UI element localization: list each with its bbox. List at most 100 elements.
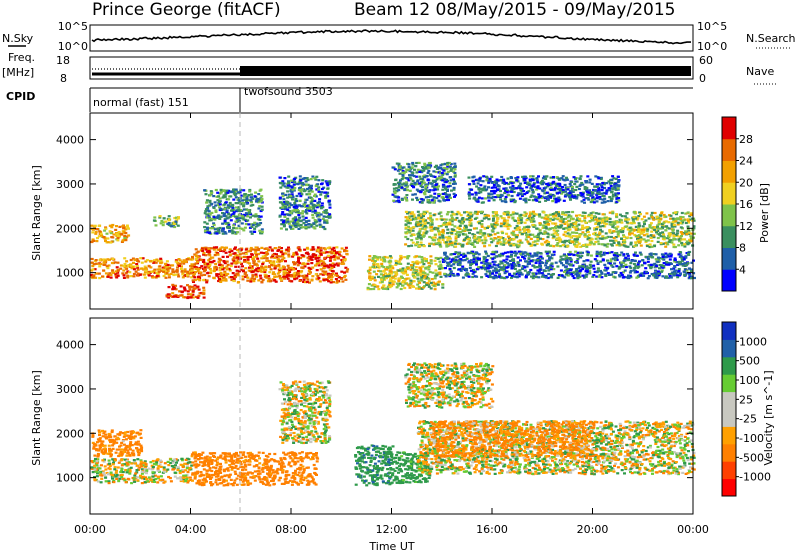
power-cell xyxy=(583,214,587,218)
power-cell xyxy=(680,211,684,215)
power-cell xyxy=(210,256,213,259)
power-cell xyxy=(682,231,686,235)
power-cell xyxy=(469,219,473,222)
power-cell xyxy=(273,267,277,270)
power-cell xyxy=(598,217,602,220)
power-cell xyxy=(242,204,246,207)
power-cell xyxy=(283,185,287,188)
power-cell xyxy=(129,275,133,278)
power-cell xyxy=(427,217,431,220)
power-cell xyxy=(300,188,304,191)
power-cell xyxy=(220,279,224,282)
power-cell xyxy=(438,260,442,263)
power-cell xyxy=(597,275,601,278)
power-cell xyxy=(224,232,228,235)
power-cell xyxy=(650,216,654,219)
power-cell xyxy=(93,224,97,227)
power-cell xyxy=(480,219,484,222)
power-cell xyxy=(174,222,178,226)
power-cell xyxy=(461,217,465,220)
power-cell xyxy=(523,221,527,224)
power-cell xyxy=(119,267,123,270)
power-cell xyxy=(433,259,437,262)
power-cell xyxy=(237,251,241,254)
power-cell xyxy=(418,266,422,269)
power-cell xyxy=(281,222,285,225)
power-cell xyxy=(432,236,436,239)
power-cell xyxy=(91,276,95,279)
power-cell xyxy=(114,273,118,276)
power-cell xyxy=(180,270,184,273)
power-cell xyxy=(450,223,454,226)
power-cell xyxy=(304,210,308,213)
power-cell xyxy=(389,278,393,281)
power-cell xyxy=(374,256,378,260)
power-cell xyxy=(255,267,259,270)
power-cell xyxy=(469,264,473,267)
power-cell xyxy=(463,211,466,214)
power-cell xyxy=(400,284,404,287)
power-cell xyxy=(191,279,195,282)
power-cell xyxy=(489,237,493,240)
power-cell xyxy=(442,192,446,195)
power-cell xyxy=(388,281,392,284)
power-cell xyxy=(217,276,221,279)
power-cell xyxy=(573,243,576,246)
power-cell xyxy=(512,238,516,241)
power-cell xyxy=(459,222,463,225)
power-cell xyxy=(325,278,329,281)
power-cell xyxy=(473,245,477,248)
power-cell xyxy=(293,203,297,206)
power-cell xyxy=(485,214,489,217)
power-cell xyxy=(245,200,248,203)
power-cell xyxy=(235,248,239,252)
power-cell xyxy=(404,184,408,187)
power-cell xyxy=(612,241,616,244)
power-cell xyxy=(290,180,294,184)
power-cell xyxy=(380,262,384,265)
power-cell xyxy=(516,240,520,243)
power-cell xyxy=(204,254,208,257)
power-cell xyxy=(516,234,519,237)
power-cell xyxy=(118,225,122,228)
power-cell xyxy=(390,265,394,268)
power-cell xyxy=(475,227,478,230)
power-cell xyxy=(432,227,436,230)
power-cell xyxy=(228,201,232,205)
power-cell xyxy=(527,230,531,233)
power-cell xyxy=(205,216,209,219)
power-cell xyxy=(269,268,273,271)
power-cell xyxy=(504,213,507,216)
power-cell xyxy=(221,268,225,271)
power-cell xyxy=(589,260,593,263)
power-cell xyxy=(133,258,137,261)
power-cell xyxy=(90,240,94,244)
power-cell xyxy=(430,182,434,185)
power-cell xyxy=(567,225,571,228)
power-cell xyxy=(596,235,600,238)
power-cell xyxy=(190,268,194,271)
power-cell xyxy=(517,217,521,220)
power-cell xyxy=(586,228,590,231)
power-cell xyxy=(292,261,295,264)
power-cell xyxy=(208,199,212,202)
power-cell xyxy=(552,214,556,217)
power-cell xyxy=(403,286,407,290)
power-cell xyxy=(661,231,665,234)
power-cell xyxy=(398,282,402,285)
power-cell xyxy=(373,259,377,263)
power-cell xyxy=(425,230,429,233)
power-cell xyxy=(296,273,300,276)
power-cell xyxy=(294,223,298,226)
power-cell xyxy=(657,216,661,219)
power-cell xyxy=(376,256,380,259)
power-cell xyxy=(448,240,452,243)
power-cell xyxy=(663,242,667,245)
power-cell xyxy=(267,277,271,280)
power-cell xyxy=(445,185,449,188)
power-cell xyxy=(476,210,480,213)
power-cell xyxy=(574,250,578,253)
power-cell xyxy=(209,260,213,263)
power-cell xyxy=(287,204,291,207)
power-cell xyxy=(241,216,245,219)
